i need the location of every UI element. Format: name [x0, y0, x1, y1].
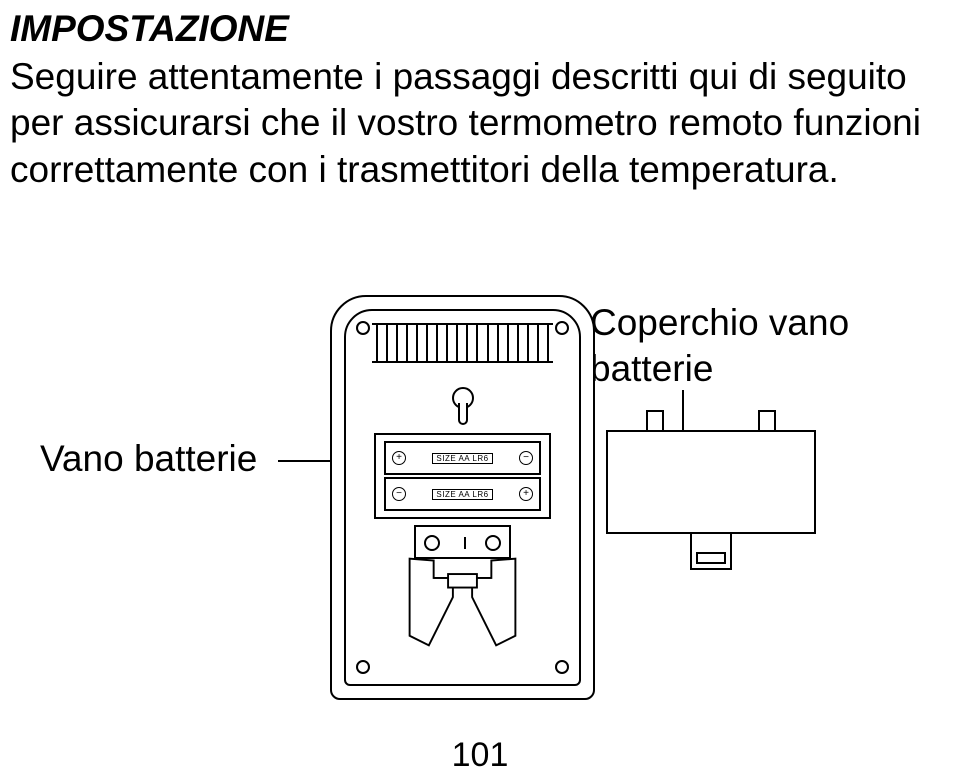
polarity-minus-icon: − [519, 451, 533, 465]
instruction-paragraph: Seguire attentamente i passaggi descritt… [10, 54, 940, 193]
screw-icon [555, 321, 569, 335]
screw-icon [356, 660, 370, 674]
label-battery-cover: Coperchio vano batterie [590, 300, 960, 393]
stand-slot [464, 537, 466, 549]
battery-cover-figure [606, 400, 816, 570]
battery-slot-2: − SIZE AA LR6 + [384, 477, 541, 511]
battery-compartment: + SIZE AA LR6 − − SIZE AA LR6 + [374, 433, 551, 519]
cover-tab [646, 410, 664, 432]
polarity-minus-icon: − [392, 487, 406, 501]
cover-clip [690, 532, 732, 570]
page-number: 101 [0, 736, 960, 775]
battery-slot-1: + SIZE AA LR6 − [384, 441, 541, 475]
wall-mount-slot [458, 403, 468, 425]
cover-tab [758, 410, 776, 432]
speaker-grille [372, 323, 553, 363]
battery-size-label: SIZE AA LR6 [432, 453, 492, 464]
device-back-figure: + SIZE AA LR6 − − SIZE AA LR6 + [330, 295, 595, 700]
screw-icon [356, 321, 370, 335]
polarity-plus-icon: + [392, 451, 406, 465]
section-heading: IMPOSTAZIONE [10, 8, 289, 50]
stand-arms [400, 549, 525, 655]
cover-body [606, 430, 816, 534]
cover-clip-inner [696, 552, 726, 564]
label-battery-compartment: Vano batterie [40, 438, 257, 480]
polarity-plus-icon: + [519, 487, 533, 501]
screw-icon [555, 660, 569, 674]
stand-assembly [400, 525, 525, 655]
battery-size-label: SIZE AA LR6 [432, 489, 492, 500]
